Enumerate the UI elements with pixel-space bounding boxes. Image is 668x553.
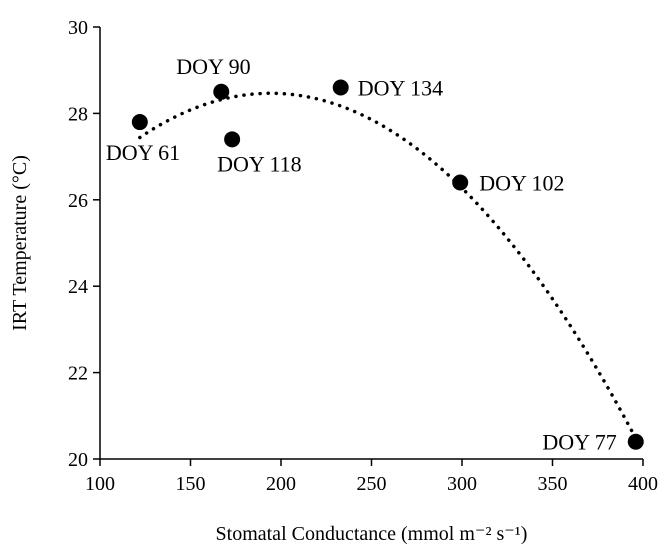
data-point — [452, 174, 469, 191]
x-tick-label: 350 — [538, 473, 568, 495]
point-label: DOY 90 — [176, 54, 250, 79]
x-tick-label: 400 — [628, 473, 658, 495]
y-tick-label: 22 — [68, 363, 88, 385]
data-points — [131, 79, 644, 450]
data-point — [131, 114, 148, 131]
y-tick-label: 20 — [68, 449, 88, 471]
x-tick-label: 150 — [176, 473, 206, 495]
y-axis-title: IRT Temperature (°C) — [9, 155, 31, 331]
x-tick-label: 300 — [447, 473, 477, 495]
x-tick-label: 250 — [357, 473, 387, 495]
trendline-layer — [138, 91, 638, 441]
x-tick-label: 200 — [266, 473, 296, 495]
ticks: 20 22 24 26 28 30 100 150 200 250 300 350 400 — [68, 17, 658, 495]
data-point — [224, 131, 241, 148]
point-label: DOY 61 — [106, 140, 180, 165]
point-label: DOY 77 — [542, 430, 616, 455]
y-tick-label: 24 — [68, 276, 88, 298]
point-label: DOY 102 — [479, 171, 564, 196]
point-labels: DOY 61 DOY 90 DOY 118 DOY 134 DOY 102 DOY 77 — [106, 54, 617, 455]
x-tick-label: 100 — [85, 473, 115, 495]
x-axis-title: Stomatal Conductance (mmol m⁻² s⁻¹) — [216, 523, 528, 545]
data-point — [332, 79, 349, 96]
trendline — [138, 91, 638, 441]
data-point — [213, 83, 230, 100]
y-tick-label: 28 — [68, 103, 88, 125]
data-point — [627, 433, 644, 450]
y-tick-label: 26 — [68, 190, 88, 212]
point-label: DOY 118 — [217, 151, 302, 176]
point-label: DOY 134 — [358, 75, 443, 100]
y-tick-label: 30 — [68, 17, 88, 39]
